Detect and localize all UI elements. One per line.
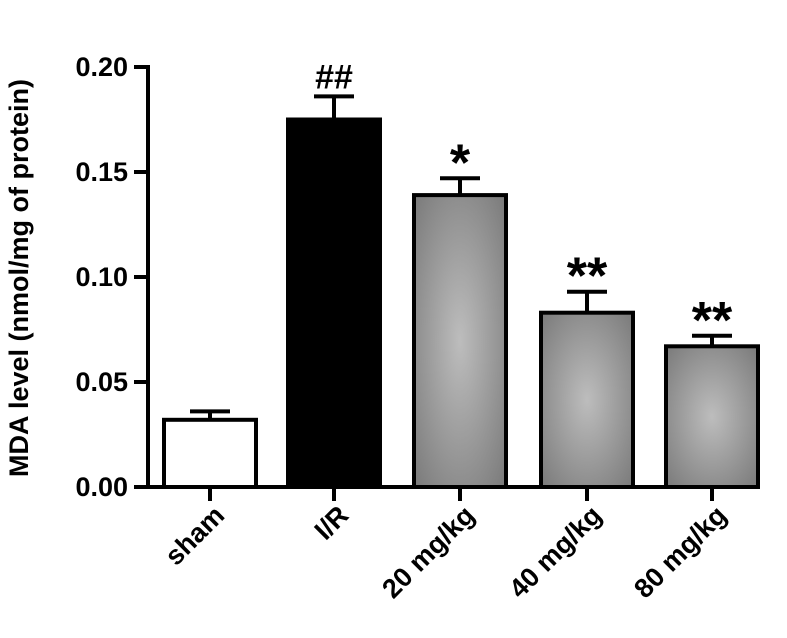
significance-label-2: * bbox=[450, 134, 471, 192]
y-tick-label-1: 0.05 bbox=[75, 367, 128, 397]
x-tick-label-3: 40 mg/kg bbox=[503, 500, 607, 604]
bar-0 bbox=[162, 417, 258, 489]
significance-label-1: ## bbox=[315, 58, 353, 96]
y-tick-label-4: 0.20 bbox=[75, 52, 128, 82]
y-tick-label-2: 0.10 bbox=[75, 262, 128, 292]
significance-label-4: ** bbox=[692, 292, 733, 350]
x-tick-label-2: 20 mg/kg bbox=[376, 500, 480, 604]
x-tick-label-4: 80 mg/kg bbox=[628, 500, 732, 604]
significance-label-3: ** bbox=[567, 248, 608, 306]
y-tick-label-0: 0.00 bbox=[75, 472, 128, 502]
x-tick-label-0: sham bbox=[159, 500, 230, 571]
x-tick-label-1: I/R bbox=[309, 500, 355, 546]
bar-4 bbox=[664, 344, 760, 489]
bar-2 bbox=[412, 193, 508, 489]
y-tick-label-3: 0.15 bbox=[75, 157, 128, 187]
bar-3 bbox=[539, 310, 635, 490]
bar-1 bbox=[286, 117, 382, 489]
y-axis-title: MDA level (nmol/mg of protein) bbox=[4, 79, 34, 477]
